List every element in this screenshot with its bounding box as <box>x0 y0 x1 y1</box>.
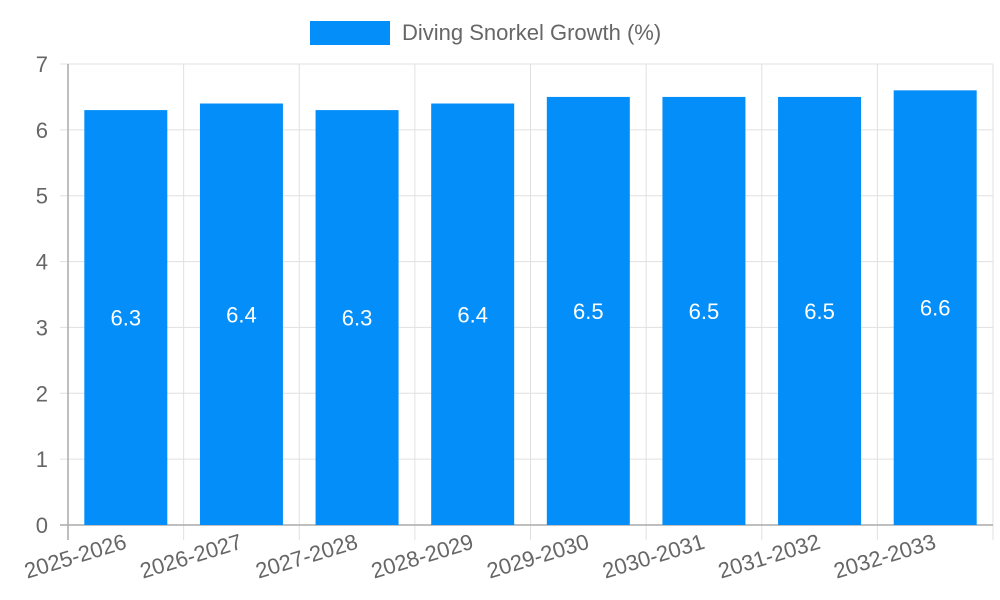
x-tick-label: 2030-2031 <box>599 529 707 584</box>
x-tick-label: 2028-2029 <box>368 529 476 584</box>
x-tick-label: 2032-2033 <box>831 529 939 584</box>
bar[interactable] <box>893 90 977 525</box>
bar[interactable] <box>84 110 168 525</box>
x-tick-label: 2029-2030 <box>484 529 592 584</box>
bar-value-label: 6.5 <box>804 299 835 324</box>
y-tick-label: 3 <box>36 315 48 340</box>
x-tick-label: 2031-2032 <box>715 529 823 584</box>
y-tick-label: 2 <box>36 381 48 406</box>
bar[interactable] <box>546 96 630 525</box>
y-tick-label: 1 <box>36 447 48 472</box>
bar-value-label: 6.3 <box>111 306 142 331</box>
y-tick-label: 4 <box>36 250 48 275</box>
bar-value-label: 6.6 <box>920 296 951 321</box>
bar[interactable] <box>199 103 283 525</box>
y-tick-label: 5 <box>36 184 48 209</box>
y-tick-label: 0 <box>36 513 48 538</box>
x-tick-label: 2027-2028 <box>253 529 361 584</box>
bar-value-label: 6.5 <box>573 299 604 324</box>
bar[interactable] <box>315 110 399 525</box>
bar-value-label: 6.4 <box>226 302 257 327</box>
bar-value-label: 6.3 <box>342 306 373 331</box>
bar[interactable] <box>431 103 515 525</box>
chart-legend[interactable]: Diving Snorkel Growth (%) <box>310 20 661 46</box>
bar[interactable] <box>662 96 746 525</box>
y-tick-label: 6 <box>36 118 48 143</box>
legend-label: Diving Snorkel Growth (%) <box>402 20 662 45</box>
bar[interactable] <box>778 96 862 525</box>
legend-swatch <box>310 21 390 45</box>
bar-value-label: 6.4 <box>457 302 488 327</box>
bar-value-label: 6.5 <box>689 299 720 324</box>
y-tick-label: 7 <box>36 52 48 77</box>
x-tick-label: 2026-2027 <box>137 529 245 584</box>
